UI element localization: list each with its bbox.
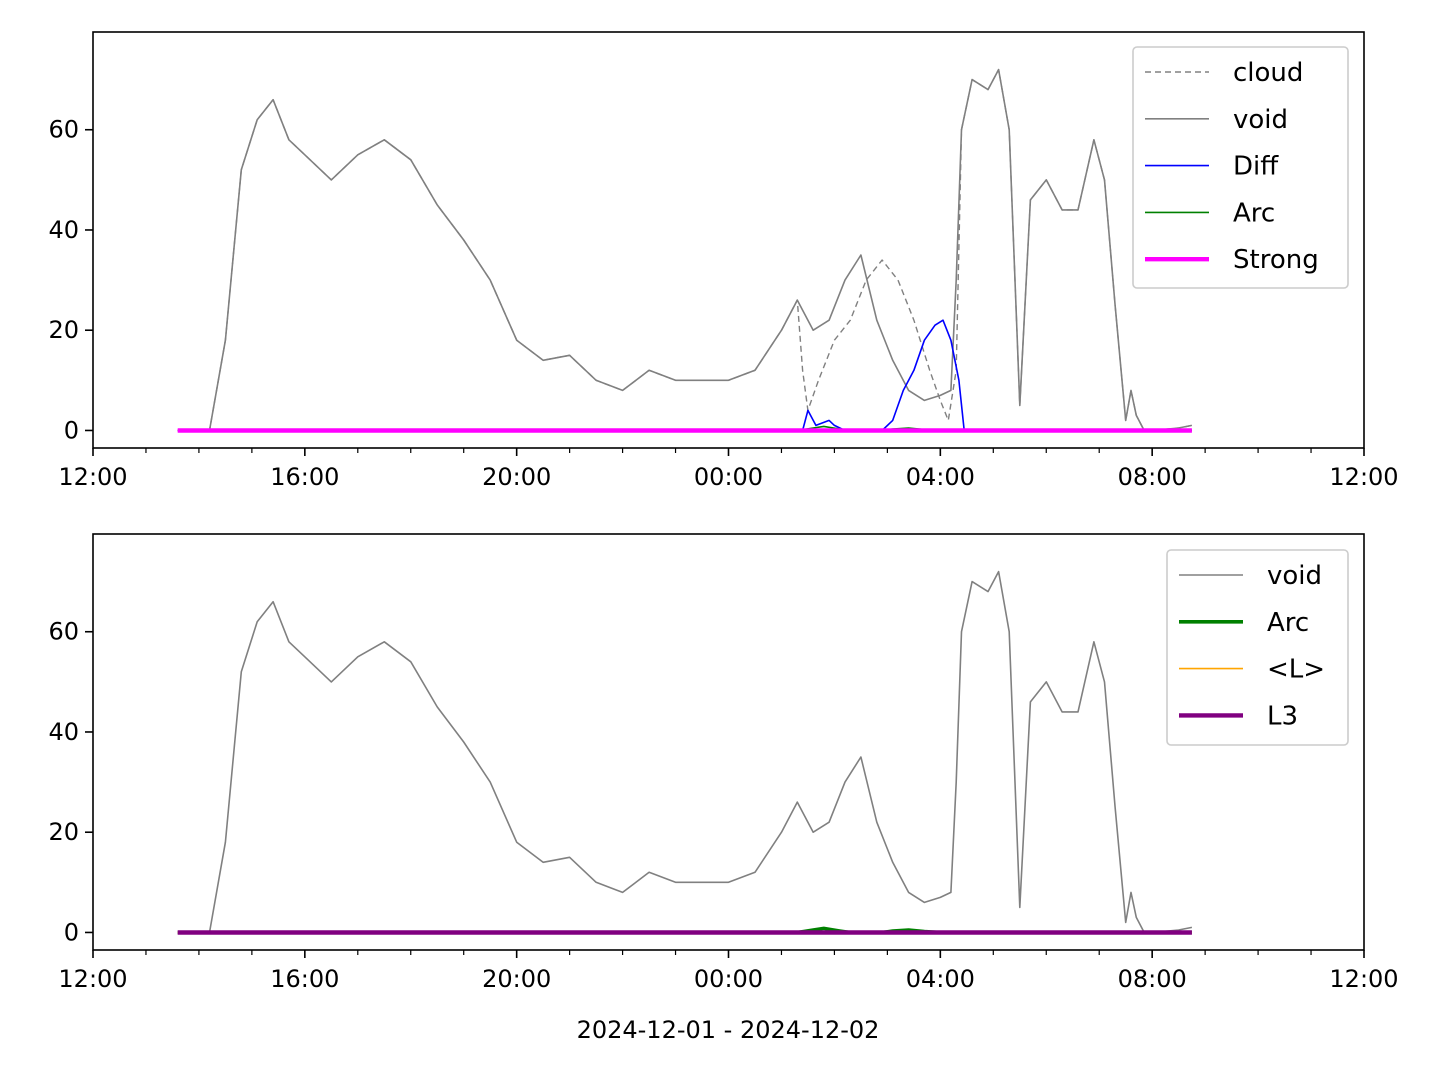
bottom-panel: 12:00 16:00 20:00 00:00 04:00 08:00 12:00 0 20 40… [48, 533, 1399, 993]
x-tick-label: 08:00 [1118, 965, 1187, 993]
y-tick-label: 60 [48, 116, 79, 144]
legend-label: Arc [1267, 608, 1309, 638]
x-tick-label: 12:00 [58, 463, 127, 491]
series-line-void-1 [177, 68, 1193, 432]
y-tick-label: 20 [48, 316, 79, 344]
plot-area [177, 570, 1193, 935]
figure-xlabel: 2024-12-01 - 2024-12-02 [577, 1016, 880, 1044]
x-tick-label: 12:00 [58, 965, 127, 993]
legend: void Arc <L> L3 [1166, 549, 1349, 746]
y-tick-label: 60 [48, 618, 79, 646]
x-tick-label: 20:00 [482, 965, 551, 993]
y-tick-label: 20 [48, 818, 79, 846]
legend-label: Diff [1233, 152, 1279, 182]
x-tick-label: 16:00 [270, 965, 339, 993]
legend-label: <L> [1267, 655, 1325, 685]
x-tick-label: 04:00 [906, 965, 975, 993]
legend-box [1132, 46, 1349, 289]
x-tick-label: 00:00 [694, 965, 763, 993]
x-tick-label: 12:00 [1329, 463, 1398, 491]
legend-label: Arc [1233, 198, 1275, 228]
plot-area [177, 68, 1193, 433]
series-line-Diff-2 [177, 319, 1192, 432]
legend-label: Strong [1233, 245, 1319, 275]
top-panel: 12:00 16:00 20:00 00:00 04:00 08:00 12:00 0 20 40… [48, 31, 1399, 491]
y-tick-label: 40 [48, 216, 79, 244]
x-tick-label: 04:00 [906, 463, 975, 491]
legend-label: L3 [1267, 701, 1298, 731]
legend-label: cloud [1233, 58, 1303, 88]
x-tick-label: 00:00 [694, 463, 763, 491]
y-tick-label: 40 [48, 718, 79, 746]
y-tick-label: 0 [64, 918, 79, 946]
x-tick-label: 20:00 [482, 463, 551, 491]
y-tick-label: 0 [64, 416, 79, 444]
legend-box [1166, 549, 1349, 746]
legend-label: void [1267, 561, 1322, 591]
x-tick-label: 16:00 [270, 463, 339, 491]
series-line-void-0 [177, 570, 1193, 934]
legend-label: void [1233, 105, 1288, 135]
legend: cloud void Diff Arc Strong [1132, 46, 1349, 289]
x-tick-label: 12:00 [1329, 965, 1398, 993]
x-tick-label: 08:00 [1118, 463, 1187, 491]
